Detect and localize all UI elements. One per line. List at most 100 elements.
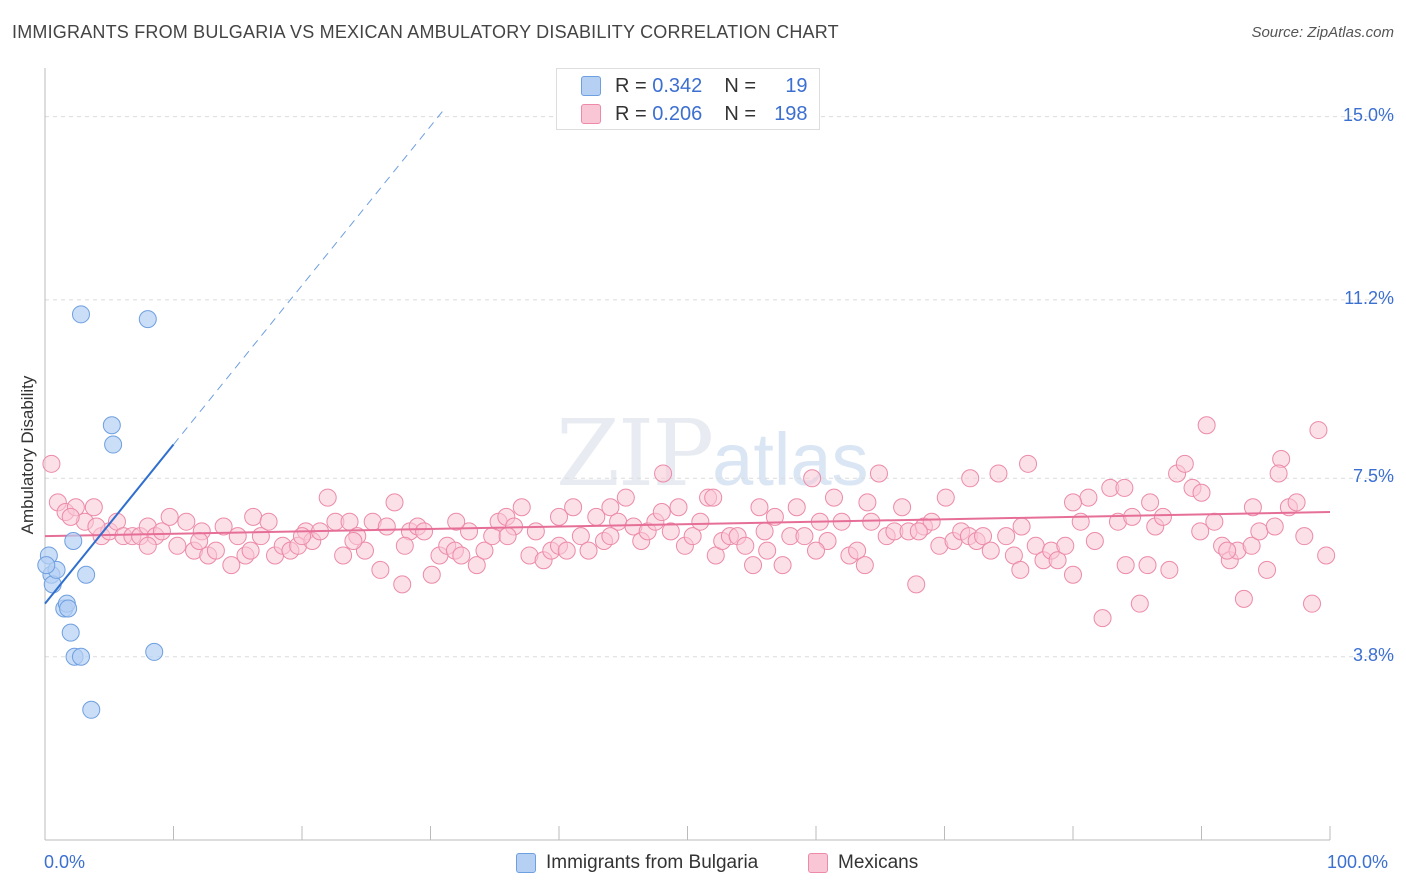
- mexicans-point: [936, 488, 955, 507]
- mexicans-point: [557, 541, 576, 560]
- mexicans-point: [571, 527, 590, 546]
- y-tick-label: 11.2%: [1344, 287, 1394, 308]
- mexicans-point: [909, 522, 928, 541]
- mexicans-point: [344, 531, 363, 550]
- bulgaria-point: [71, 305, 90, 324]
- mexicans-point: [654, 464, 673, 483]
- mexicans-point: [818, 531, 837, 550]
- y-axis-label: Ambulatory Disability: [18, 375, 37, 535]
- x-tick-label-min: 0.0%: [44, 852, 86, 872]
- mexicans-point: [858, 493, 877, 512]
- mexicans-point: [244, 507, 263, 526]
- mexicans-point: [683, 527, 702, 546]
- series-legend-label: Immigrants from Bulgaria: [546, 852, 759, 873]
- bulgaria-point: [82, 700, 101, 719]
- mexicans-point: [61, 507, 80, 526]
- mexicans-point: [160, 507, 179, 526]
- mexicans-point: [974, 527, 993, 546]
- bulgaria-point: [59, 599, 78, 618]
- chart-title: IMMIGRANTS FROM BULGARIA VS MEXICAN AMBU…: [12, 22, 839, 42]
- mexicans-point: [1303, 594, 1322, 613]
- mexicans-point: [1309, 421, 1328, 440]
- bulgaria-point: [104, 435, 123, 454]
- mexicans-point: [1258, 560, 1277, 579]
- mexicans-point: [750, 498, 769, 517]
- legend-swatch-blue: [581, 76, 601, 96]
- mexicans-point: [1141, 493, 1160, 512]
- mexicans-point: [395, 536, 414, 555]
- mexicans-point: [1116, 556, 1135, 575]
- legend-row-bulgaria: R = 0.342 N = 19: [581, 74, 808, 98]
- mexicans-point: [1019, 454, 1038, 473]
- mexicans-point: [84, 498, 103, 517]
- mexicans-point: [773, 556, 792, 575]
- legend-swatch-pink: [581, 104, 601, 124]
- mexicans-point: [206, 541, 225, 560]
- mexicans-point: [355, 541, 374, 560]
- legend-row-mexicans: R = 0.206 N = 198: [581, 102, 808, 126]
- mexicans-point: [807, 541, 825, 560]
- bulgaria-point: [77, 565, 96, 584]
- mexicans-point: [190, 531, 209, 550]
- legend-n-value: 198: [774, 102, 808, 125]
- mexicans-point: [787, 498, 806, 517]
- x-tick-label-max: 100.0%: [1327, 852, 1389, 872]
- mexicans-point: [564, 498, 583, 517]
- mexicans-point: [1265, 517, 1284, 536]
- mexicans-point: [824, 488, 843, 507]
- mexicans-point: [177, 512, 196, 531]
- mexicans-point: [1079, 488, 1098, 507]
- mexicans-point: [259, 512, 278, 531]
- bulgaria-trendline: [44, 443, 175, 605]
- mexicans-point: [758, 541, 777, 560]
- mexicans-point: [385, 493, 404, 512]
- mexicans-point: [869, 464, 888, 483]
- mexicans-point: [795, 527, 814, 546]
- mexicans-point: [1191, 522, 1210, 541]
- mexicans-point: [415, 522, 434, 541]
- mexicans-point: [1012, 517, 1031, 536]
- mexicans-point: [579, 541, 598, 560]
- mexicans-point: [293, 527, 311, 546]
- mexicans-point: [755, 522, 774, 541]
- legend-r-label: R =: [615, 102, 653, 125]
- mexicans-point: [1234, 589, 1253, 608]
- mexicans-point: [961, 469, 980, 488]
- mexicans-point: [512, 498, 531, 517]
- mexicans-point: [893, 498, 912, 517]
- series-legend-bulgaria[interactable]: Immigrants from Bulgaria: [516, 852, 758, 874]
- mexicans-point: [460, 522, 479, 541]
- mexicans-point: [1130, 594, 1149, 613]
- mexicans-point: [997, 527, 1016, 546]
- mexicans-point: [661, 522, 680, 541]
- mexicans-point: [1115, 478, 1134, 497]
- mexicans-point: [1056, 536, 1075, 555]
- mexicans-point: [691, 512, 710, 531]
- legend-n-label: N =: [724, 74, 762, 97]
- mexicans-point: [1218, 541, 1237, 560]
- mexicans-point: [371, 560, 390, 579]
- mexicans-point: [855, 556, 874, 575]
- series-legend-mexicans[interactable]: Mexicans: [808, 852, 918, 874]
- mexicans-point: [704, 488, 723, 507]
- mexicans-point: [1287, 493, 1306, 512]
- series-swatch-blue: [516, 853, 536, 873]
- mexicans-point: [393, 575, 412, 594]
- mexicans-point: [1197, 416, 1216, 435]
- legend-n-label: N =: [724, 102, 762, 125]
- mexicans-point: [422, 565, 441, 584]
- mexicans-point: [447, 512, 466, 531]
- mexicans-point: [168, 536, 187, 555]
- mexicans-point: [228, 527, 247, 546]
- mexicans-point: [526, 522, 545, 541]
- watermark: ZIPatlas: [556, 400, 868, 507]
- mexicans-point: [652, 503, 671, 522]
- series-swatch-pink: [808, 853, 828, 873]
- bulgaria-point: [145, 642, 164, 661]
- legend-r-value: 0.342: [652, 74, 703, 97]
- mexicans-point: [765, 507, 784, 526]
- mexicans-point: [467, 556, 486, 575]
- mexicans-point: [1317, 546, 1336, 565]
- mexicans-point: [1064, 565, 1082, 584]
